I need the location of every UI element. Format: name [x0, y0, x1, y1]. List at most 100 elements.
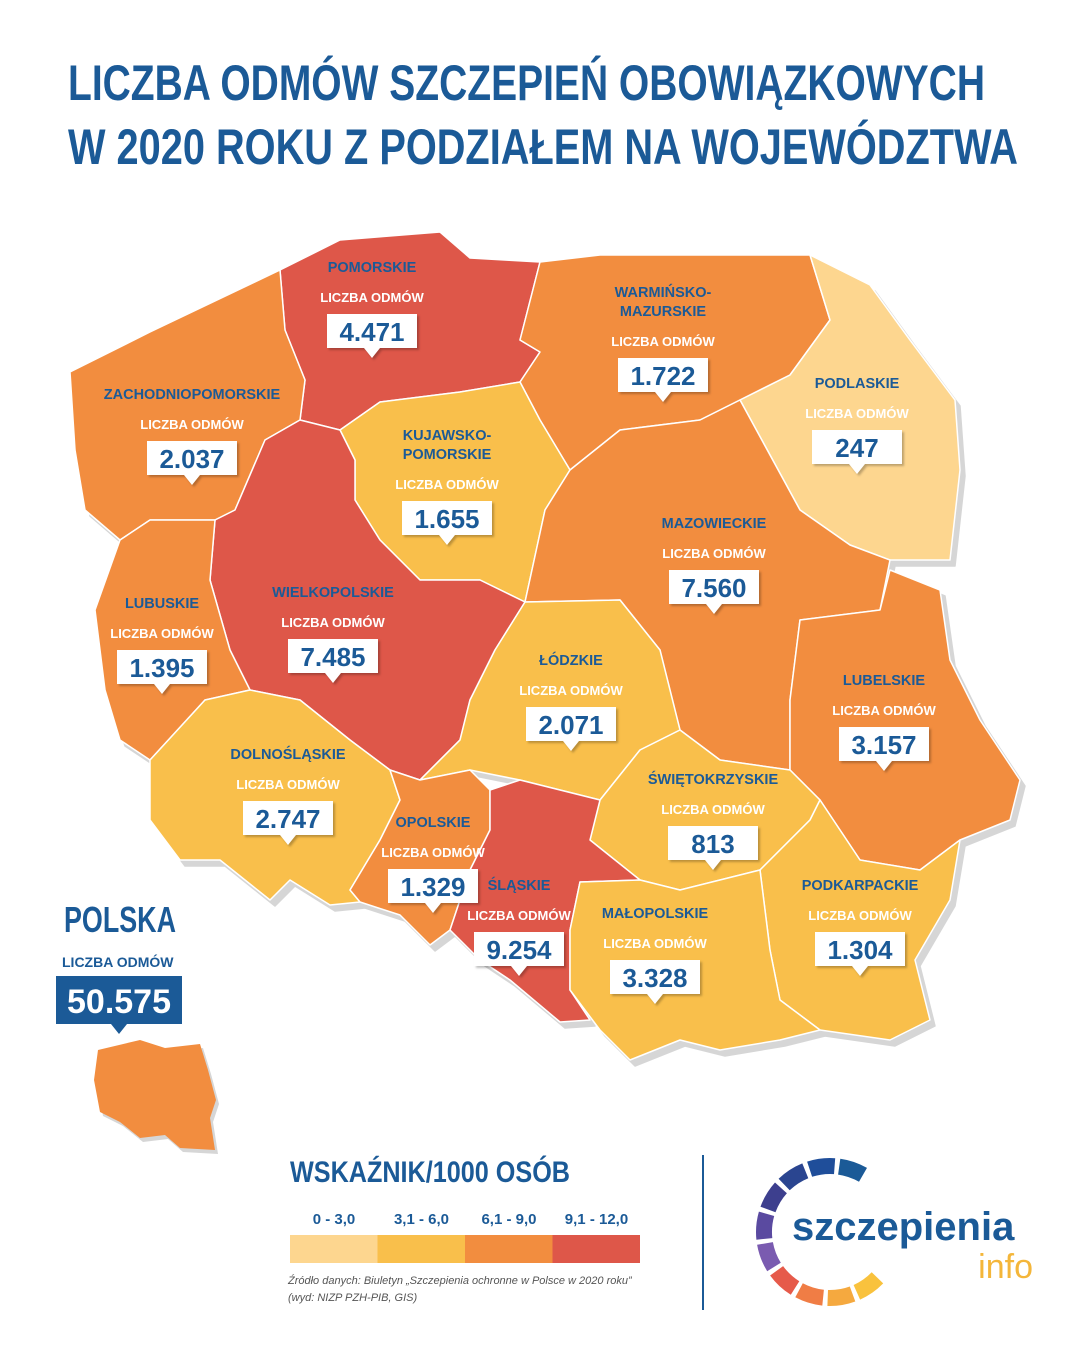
region-value: 1.395: [129, 653, 194, 683]
callout-box: [812, 430, 902, 474]
region-value: 2.037: [159, 444, 224, 474]
legend-swatch: [377, 1235, 465, 1263]
region-name: DOLNOŚLĄSKIE: [230, 745, 346, 763]
country-shape: [94, 1040, 216, 1150]
region-value: 1.655: [414, 504, 479, 534]
callout-box: [815, 932, 905, 976]
legend-label: 3,1 - 6,0: [394, 1211, 449, 1228]
logo-segment: [770, 1266, 800, 1295]
region-label: LICZBA ODMÓW: [381, 845, 485, 860]
country-name: POLSKA: [64, 899, 176, 940]
callout-box: [288, 639, 378, 683]
legend-swatch: [465, 1235, 553, 1263]
region-label: LICZBA ODMÓW: [467, 908, 571, 923]
callout-box: [839, 727, 929, 771]
logo-segment: [756, 1211, 775, 1240]
callout-box: [402, 501, 492, 545]
country-summary: POLSKA LICZBA ODMÓW 50.575: [56, 899, 216, 1150]
map: [69, 231, 1021, 1061]
region-label: LICZBA ODMÓW: [395, 477, 499, 492]
region-name: POMORSKIE: [328, 260, 417, 276]
legend-label: 0 - 3,0: [313, 1211, 356, 1228]
region-labels: POMORSKIE LICZBA ODMÓW 4.471 WARMIŃSKO- MAZU…: [104, 260, 936, 1004]
callout-box: [526, 707, 616, 751]
region-value: 2.071: [538, 710, 603, 740]
region-label: LICZBA ODMÓW: [805, 406, 909, 421]
logo-segment: [757, 1242, 781, 1272]
region-label: LICZBA ODMÓW: [808, 908, 912, 923]
logo-word: szczepienia: [792, 1205, 1015, 1249]
callout-box: [474, 932, 564, 976]
legend-swatch: [290, 1235, 378, 1263]
region-label: LICZBA ODMÓW: [519, 683, 623, 698]
region-name: ŚWIĘTOKRZYSKIE: [648, 770, 779, 788]
legend-title: WSKAŹNIK/1000 OSÓB: [290, 1155, 570, 1189]
region-label: LICZBA ODMÓW: [236, 777, 340, 792]
region-label: LICZBA ODMÓW: [140, 417, 244, 432]
callout-box: [610, 960, 700, 1004]
legend-swatch: [552, 1235, 640, 1263]
region-value: 4.471: [339, 317, 404, 347]
region-value: 1.304: [827, 935, 893, 965]
region-name: ŚLĄSKIE: [488, 876, 551, 894]
region-name: MAZURSKIE: [620, 304, 707, 320]
region-label: LICZBA ODMÓW: [611, 334, 715, 349]
country-box: [56, 976, 182, 1034]
region-value: 1.329: [400, 872, 465, 902]
region-name: WARMIŃSKO-: [615, 284, 712, 301]
region-name: ZACHODNIOPOMORSKIE: [104, 387, 281, 403]
region-label: LICZBA ODMÓW: [603, 936, 707, 951]
region-value: 7.560: [681, 573, 746, 603]
region-label: LICZBA ODMÓW: [661, 802, 765, 817]
callout-box: [243, 801, 333, 845]
region-value: 813: [691, 829, 734, 859]
source-line: (wyd: NIZP PZH-PIB, GIS): [288, 1292, 417, 1304]
region-name: POMORSKIE: [403, 447, 492, 463]
region-value: 3.157: [851, 730, 916, 760]
region-value: 7.485: [300, 642, 365, 672]
region-value: 9.254: [486, 935, 552, 965]
region-value: 3.328: [622, 963, 687, 993]
country-value: 50.575: [67, 983, 171, 1021]
country-label: LICZBA ODMÓW: [62, 953, 174, 970]
legend: WSKAŹNIK/1000 OSÓB 0 - 3,0 3,1 - 6,0 6,1 - …: [287, 1155, 640, 1304]
callout-box: [117, 650, 207, 694]
region-name: MAZOWIECKIE: [662, 516, 767, 532]
region-name: PODKARPACKIE: [802, 878, 919, 894]
region-name: ŁÓDZKIE: [539, 651, 603, 669]
logo-segment: [795, 1283, 824, 1306]
callout-box: [147, 441, 237, 485]
region-label: LICZBA ODMÓW: [832, 703, 936, 718]
logo-segment: [827, 1286, 856, 1307]
source-line: Źródło danych: Biuletyn „Szczepienia och…: [287, 1274, 633, 1287]
region-name: OPOLSKIE: [396, 815, 471, 831]
region-value: 1.722: [630, 361, 695, 391]
logo-segment: [838, 1158, 867, 1182]
logo-segment: [760, 1182, 787, 1213]
callout-box: [388, 869, 478, 913]
region-name: PODLASKIE: [815, 376, 900, 392]
region-label: LICZBA ODMÓW: [281, 615, 385, 630]
callout-box: [618, 358, 708, 402]
region-label: LICZBA ODMÓW: [662, 546, 766, 561]
region-name: WIELKOPOLSKIE: [272, 585, 394, 601]
title-line: W 2020 ROKU Z PODZIAŁEM NA WOJEWÓDZTWA: [68, 119, 1018, 175]
logo-segment: [807, 1158, 836, 1177]
region-label: LICZBA ODMÓW: [110, 626, 214, 641]
logo-word: info: [978, 1248, 1033, 1286]
legend-label: 9,1 - 12,0: [565, 1211, 628, 1228]
region-value: 247: [835, 433, 878, 463]
legend-label: 6,1 - 9,0: [481, 1211, 536, 1228]
region-value: 2.747: [255, 804, 320, 834]
title-line: LICZBA ODMÓW SZCZEPIEŃ OBOWIĄZKOWYCH: [68, 55, 985, 111]
region-label: LICZBA ODMÓW: [320, 290, 424, 305]
title: LICZBA ODMÓW SZCZEPIEŃ OBOWIĄZKOWYCH W 20…: [68, 55, 1018, 175]
region-name: MAŁOPOLSKIE: [602, 906, 709, 922]
logo-segment: [778, 1163, 809, 1191]
logo-segment: [853, 1272, 884, 1300]
region-name: LUBUSKIE: [125, 596, 199, 612]
